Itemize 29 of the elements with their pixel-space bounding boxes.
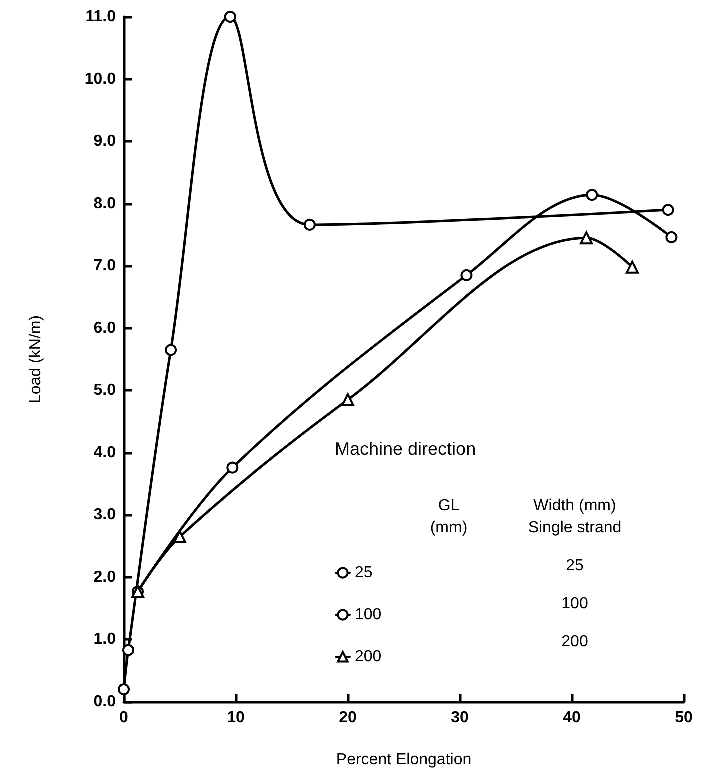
y-tick-label: 1.0 bbox=[94, 631, 116, 648]
y-tick-label: 4.0 bbox=[94, 444, 116, 462]
y-tick-label: 10.0 bbox=[84, 70, 116, 88]
y-tick-label: 6.0 bbox=[94, 320, 116, 337]
annotation: 25 bbox=[566, 558, 584, 574]
annotation: 200 bbox=[562, 634, 588, 650]
y-tick-label: 11.0 bbox=[86, 8, 116, 26]
legend-title: Machine direction bbox=[335, 439, 476, 459]
annotation: Width (mm) Single strand bbox=[528, 498, 622, 536]
y-tick-label: 3.0 bbox=[94, 506, 116, 524]
annotation: GL (mm) bbox=[430, 498, 468, 536]
y-axis-title: Load (kN/m) bbox=[28, 315, 44, 404]
legend-label: 200 bbox=[355, 648, 382, 666]
y-tick-label: 8.0 bbox=[94, 195, 116, 212]
legend-label: 25 bbox=[355, 564, 373, 582]
y-tick-label: 2.0 bbox=[94, 568, 116, 586]
x-tick-label: 10 bbox=[227, 710, 245, 726]
y-tick-label: 0.0 bbox=[94, 694, 116, 710]
y-tick-label: 7.0 bbox=[94, 258, 116, 275]
x-tick-label: 20 bbox=[339, 710, 357, 726]
x-axis-title: Percent Elongation bbox=[336, 752, 472, 768]
y-tick-label: 5.0 bbox=[94, 382, 116, 400]
legend-label: 100 bbox=[355, 606, 382, 624]
x-tick-label: 50 bbox=[675, 710, 693, 726]
x-tick-label: 30 bbox=[451, 710, 469, 726]
x-tick-label: 0 bbox=[120, 710, 129, 726]
x-tick-label: 40 bbox=[563, 710, 581, 726]
y-tick-label: 9.0 bbox=[94, 133, 116, 150]
annotation: 100 bbox=[562, 596, 588, 612]
